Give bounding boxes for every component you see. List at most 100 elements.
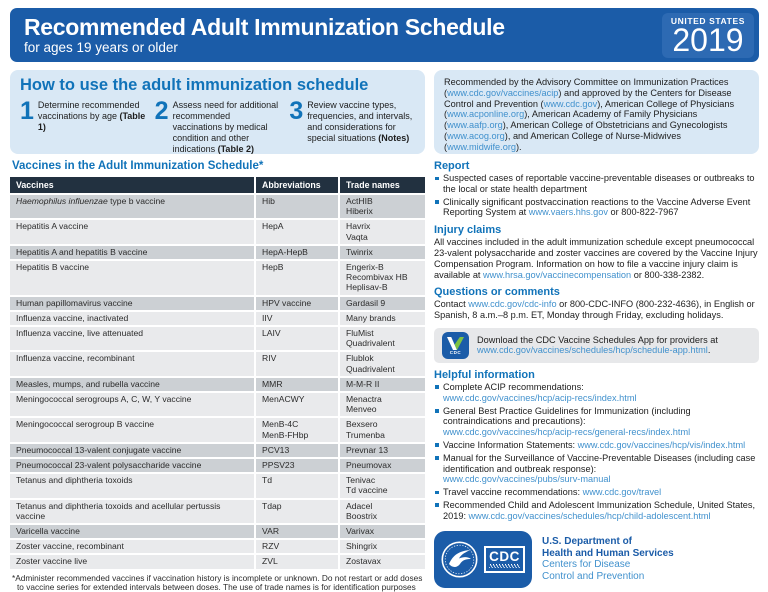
vaccine-name-italic: Haemophilus influenzae: [16, 196, 108, 206]
vaccine-name-text: Zoster vaccine live: [16, 556, 88, 567]
vaccine-name-cell: Varicella vaccine: [10, 525, 256, 539]
trade-names-cell: Menactra Menveo: [340, 393, 425, 417]
app-download-text: Download the CDC Vaccine Schedules App f…: [477, 335, 751, 357]
link[interactable]: www.vaers.hhs.gov: [528, 207, 608, 218]
text-run: General Best Practice Guidelines for Imm…: [443, 405, 691, 427]
abbreviation-cell: IIV: [256, 311, 340, 326]
cdc-line: Control and Prevention: [542, 570, 645, 582]
text-run: ), and American College of Nurse-Midwive…: [444, 130, 681, 152]
abbreviation-cell: RZV: [256, 540, 340, 554]
text-run: ), American Academy of Family Physicians…: [444, 109, 698, 131]
vaccine-name-text: Influenza vaccine, recombinant: [16, 353, 135, 364]
vaccine-name-text: Zoster vaccine, recombinant: [16, 541, 124, 552]
step-number: 2: [154, 97, 169, 125]
link[interactable]: www.cdc.gov/vaccines/hcp/acip-recs/index…: [443, 392, 637, 403]
link[interactable]: www.cdc.gov/vaccines/acip: [447, 87, 559, 98]
text-run: ) and approved by the Centers for Diseas…: [444, 87, 732, 109]
vaccine-name-cell: Tetanus and diphtheria toxoids and acell…: [10, 499, 256, 524]
table-row: Hepatitis B vaccine HepB Engerix-B Recombi…: [10, 261, 425, 295]
dept-line: Health and Human Services: [542, 547, 674, 559]
trade-names-cell: M-M-R II: [340, 377, 425, 392]
abbreviation-cell: HepA: [256, 220, 340, 244]
table-row: Varicella vaccine VAR Varivax: [10, 525, 425, 539]
text-run: or 800-CDC-INFO (800-232-4636), in Engli…: [434, 299, 755, 321]
helpful-information-list: Complete ACIP recommendations: www.cdc.go…: [434, 382, 759, 522]
table-row: Tetanus and diphtheria toxoids and acell…: [10, 499, 425, 524]
trade-names-cell: Pneumovax: [340, 459, 425, 473]
vaccine-name-text: Meningococcal serogroups A, C, W, Y vacc…: [16, 394, 192, 405]
right-column: Recommended by the Advisory Committee on…: [434, 70, 759, 592]
link[interactable]: www.aafp.org: [447, 120, 503, 131]
cdc-line: Centers for Disease: [542, 559, 631, 571]
list-item: General Best Practice Guidelines for Imm…: [434, 406, 759, 438]
vaccine-name-cell: Measles, mumps, and rubella vaccine: [10, 377, 256, 392]
step-text-bold: (Table 2): [217, 144, 254, 154]
step-number: 3: [289, 97, 304, 125]
table-row: Influenza vaccine, live attenuated LAIV Fl…: [10, 327, 425, 351]
cdc-hhs-logo: CDC: [434, 530, 532, 588]
table-row: Pneumococcal 23-valent polysaccharide va…: [10, 459, 425, 473]
vaccine-name-cell: Hepatitis A vaccine: [10, 220, 256, 244]
table-footnote: *Administer recommended vaccines if vacc…: [12, 572, 423, 592]
hhs-eagle-icon: [441, 541, 478, 578]
abbreviation-cell: VAR: [256, 525, 340, 539]
link[interactable]: www.cdc.gov/vaccines/schedules/hcp/child…: [468, 510, 711, 521]
app-cdc-label: CDC: [449, 350, 462, 356]
vaccines-table: Vaccines Abbreviations Trade names Haemo…: [10, 175, 425, 571]
trade-names-cell: Zostavax: [340, 555, 425, 569]
how-to-step-3: 3 Review vaccine types, frequencies, and…: [289, 97, 415, 155]
link[interactable]: www.acponline.org: [447, 109, 525, 120]
vaccine-name-cell: Haemophilus influenzae type b vaccine: [10, 195, 256, 219]
abbreviation-cell: ZVL: [256, 555, 340, 569]
vaccine-name-cell: Influenza vaccine, inactivated: [10, 311, 256, 326]
table-row: Meningococcal serogroup B vaccine MenB-4C…: [10, 418, 425, 442]
link[interactable]: www.cdc.gov/vaccines/schedules/hcp/sched…: [477, 345, 708, 356]
link[interactable]: www.cdc.gov/vaccines/hcp/vis/index.html: [577, 439, 746, 450]
text-run: All vaccines included in the adult immun…: [434, 237, 758, 280]
table-row: Zoster vaccine live ZVL Zostavax: [10, 555, 425, 569]
column-header-trade-names: Trade names: [340, 177, 425, 193]
trade-names-cell: Havrix Vaqta: [340, 220, 425, 244]
trade-names-cell: Adacel Boostrix: [340, 499, 425, 524]
abbreviation-cell: MenACWY: [256, 393, 340, 417]
link[interactable]: www.cdc.gov/vaccines/pubs/surv-manual: [443, 474, 611, 485]
vaccine-name-text: Meningococcal serogroup B vaccine: [16, 419, 155, 430]
step-text: Review vaccine types, frequencies, and i…: [307, 100, 415, 155]
link[interactable]: www.cdc.gov/travel: [582, 487, 662, 498]
trade-names-cell: Shingrix: [340, 540, 425, 554]
link[interactable]: www.midwife.org: [447, 141, 516, 152]
country-label: UNITED STATES: [670, 15, 745, 26]
list-item: Complete ACIP recommendations: www.cdc.go…: [434, 382, 759, 404]
link[interactable]: www.hrsa.gov/vaccinecompensation: [483, 269, 632, 280]
vaccine-name-text: Influenza vaccine, inactivated: [16, 312, 129, 323]
step-text-run: Determine recommended vaccinations by ag…: [37, 100, 140, 121]
vaccine-name-text: Pneumococcal 13-valent conjugate vaccine: [16, 444, 182, 455]
abbreviation-cell: PPSV23: [256, 459, 340, 473]
vaccine-name-cell: Human papillomavirus vaccine: [10, 296, 256, 310]
page-title: Recommended Adult Immunization Schedule: [24, 14, 505, 40]
how-to-title: How to use the adult immunization schedu…: [20, 76, 369, 94]
how-to-steps: 1 Determine recommended vaccinations by …: [20, 97, 415, 155]
vaccine-name-cell: Pneumococcal 13-valent conjugate vaccine: [10, 443, 256, 458]
text-run: Travel vaccine recommendations:: [443, 487, 583, 498]
how-to-step-1: 1 Determine recommended vaccinations by …: [20, 99, 146, 155]
column-header-vaccines: Vaccines: [10, 177, 256, 193]
text-run: Recommended by the Advisory Committee on…: [444, 77, 729, 98]
questions-text: Contact www.cdc.gov/cdc-info or 800-CDC-…: [434, 299, 759, 321]
link[interactable]: www.cdc.gov/cdc-info: [468, 299, 557, 310]
link[interactable]: www.cdc.gov/vaccines/hcp/acip-recs/gener…: [443, 427, 691, 438]
abbreviation-cell: HepA-HepB: [256, 245, 340, 260]
vaccine-name-cell: Zoster vaccine, recombinant: [10, 540, 256, 554]
link[interactable]: www.cdc.gov: [543, 98, 598, 109]
text-run: Recommended Child and Adolescent Immuniz…: [443, 499, 756, 521]
vaccine-name-cell: Pneumococcal 23-valent polysaccharide va…: [10, 459, 256, 473]
table-heading: Vaccines in the Adult Immunization Sched…: [12, 160, 264, 172]
list-item: Clinically significant postvaccination r…: [434, 197, 759, 219]
vaccine-name-cell: Hepatitis A and hepatitis B vaccine: [10, 245, 256, 260]
trade-names-cell: Gardasil 9: [340, 296, 425, 310]
approval-note-box: Recommended by the Advisory Committee on…: [434, 70, 759, 154]
link[interactable]: www.acog.org: [447, 130, 505, 141]
app-download-box: CDC Download the CDC Vaccine Schedules A…: [434, 327, 759, 363]
vaccine-name-text: Varicella vaccine: [16, 526, 80, 537]
table-row: Tetanus and diphtheria toxoids Td Tenivac …: [10, 474, 425, 498]
